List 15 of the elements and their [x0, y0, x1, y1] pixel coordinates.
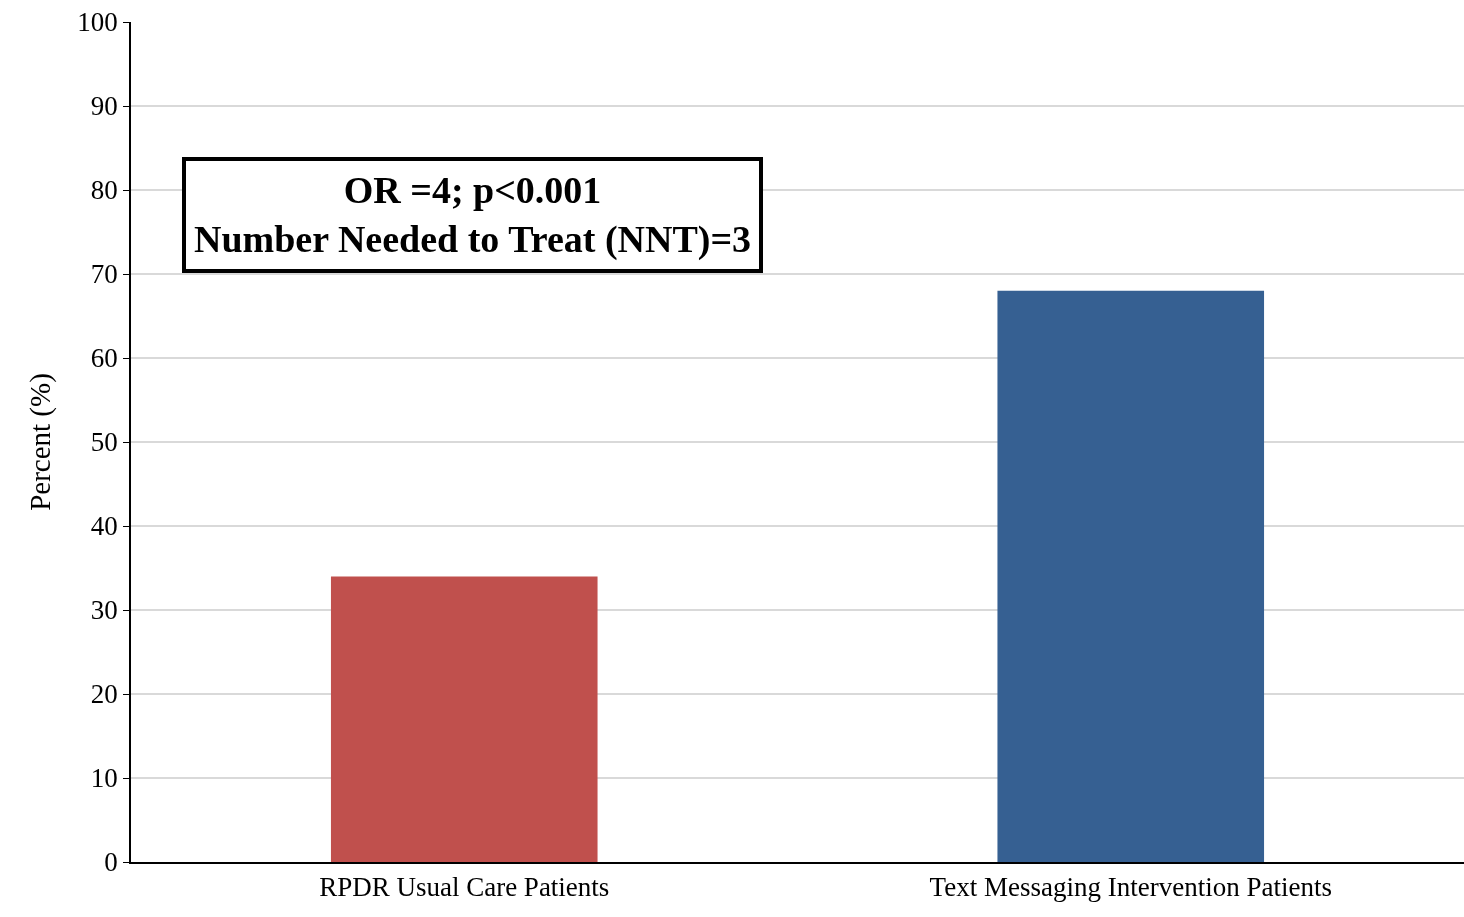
y-tick-label: 20 — [90, 679, 118, 710]
x-tick-label: Text Messaging Intervention Patients — [929, 872, 1332, 903]
y-axis-title: Percent (%) — [24, 373, 58, 511]
y-tick-label: 30 — [90, 595, 118, 626]
y-tick-label: 70 — [90, 259, 118, 290]
y-tick-label: 0 — [104, 847, 118, 878]
y-tick-label: 80 — [90, 175, 118, 206]
y-tick-label: 10 — [90, 763, 118, 794]
y-tick-label: 100 — [77, 7, 118, 38]
y-tick-label: 50 — [90, 427, 118, 458]
x-tick-label: RPDR Usual Care Patients — [319, 872, 610, 903]
y-tick-label: 60 — [90, 343, 118, 374]
y-tick-label: 40 — [90, 511, 118, 542]
y-tick-label: 90 — [90, 91, 118, 122]
annotation: OR =4; p<0.001 Number Needed to Treat (NNT)=3 — [194, 169, 752, 262]
